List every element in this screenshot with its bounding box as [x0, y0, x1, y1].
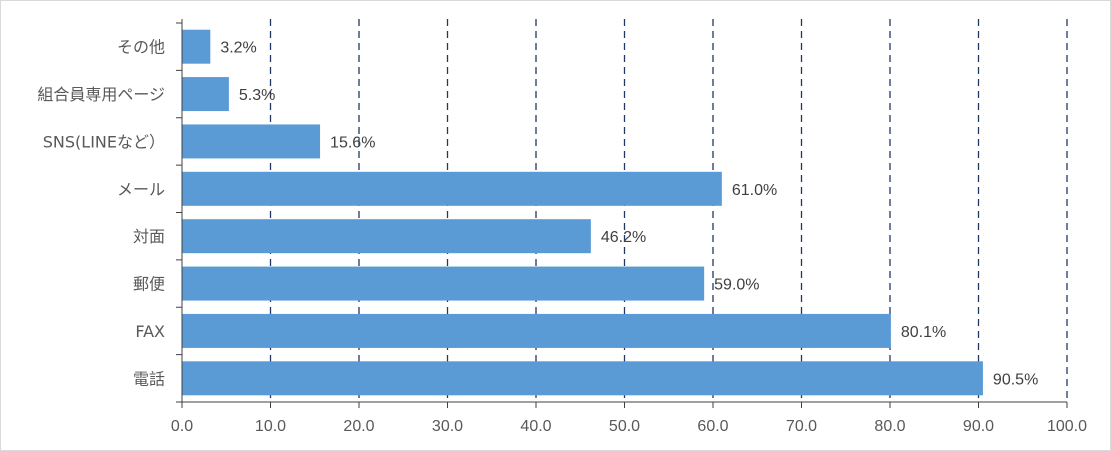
axes: [176, 19, 1068, 408]
x-tick-label-70: 70.0: [786, 418, 817, 435]
x-tick-label-20: 20.0: [343, 418, 374, 435]
x-tick-label-60: 60.0: [697, 418, 728, 435]
bar-7: [182, 361, 983, 396]
data-label-1: 5.3%: [239, 87, 275, 104]
data-label-4: 46.2%: [601, 229, 646, 246]
bar-6: [182, 313, 891, 348]
x-tick-label-0: 0.0: [171, 418, 193, 435]
category-label-4: 対面: [133, 227, 165, 246]
data-label-7: 90.5%: [993, 371, 1038, 388]
data-label-3: 61.0%: [732, 182, 777, 199]
bar-4: [182, 219, 591, 254]
category-label-5: 郵便: [133, 275, 165, 294]
data-label-2: 15.6%: [330, 134, 375, 151]
x-tick-label-100: 100.0: [1047, 418, 1087, 435]
x-tick-label-50: 50.0: [609, 418, 640, 435]
x-tick-label-90: 90.0: [963, 418, 994, 435]
x-tick-label-80: 80.0: [874, 418, 905, 435]
data-label-5: 59.0%: [714, 277, 759, 294]
category-label-6: FAX: [135, 322, 165, 341]
category-label-3: メール: [117, 180, 165, 199]
bar-5: [182, 266, 705, 301]
bars: [182, 29, 983, 396]
bar-3: [182, 171, 722, 206]
category-label-7: 電話: [133, 369, 165, 388]
category-label-1: 組合員専用ページ: [37, 85, 165, 104]
bar-1: [182, 77, 229, 112]
data-label-0: 3.2%: [220, 40, 256, 57]
x-tick-label-10: 10.0: [255, 418, 286, 435]
labels: 3.2% その他 5.3% 組合員専用ページ 15.6% SNS(LINEなど） 61.0%…: [37, 38, 1087, 435]
bar-0: [182, 29, 211, 64]
x-tick-label-30: 30.0: [432, 418, 463, 435]
category-label-0: その他: [117, 38, 165, 57]
bar-2: [182, 124, 321, 159]
x-tick-label-40: 40.0: [520, 418, 551, 435]
gridlines: [269, 19, 1068, 402]
data-label-6: 80.1%: [901, 324, 946, 341]
category-label-2: SNS(LINEなど）: [43, 132, 165, 151]
